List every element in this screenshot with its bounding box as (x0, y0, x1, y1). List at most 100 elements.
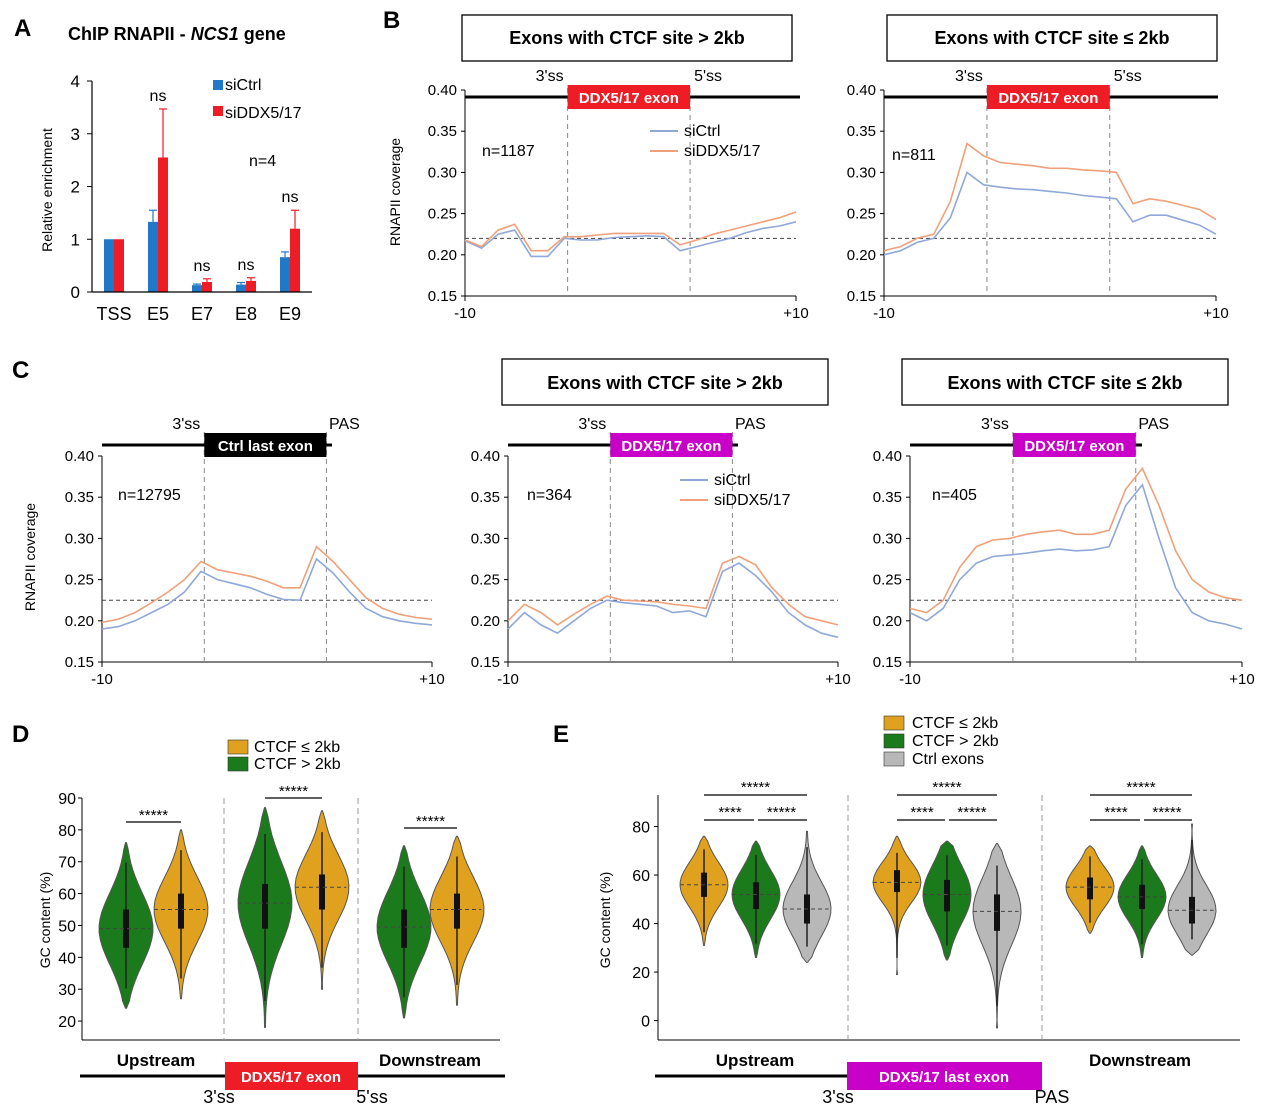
splice-site-3-label: 3'ss (172, 416, 200, 433)
bar-siCtrl-E7 (192, 285, 202, 292)
panel-a-y-tick-label: 2 (71, 178, 80, 197)
significance-label-outer: ***** (932, 779, 961, 796)
panel-c-mid-chart: 0.150.200.250.300.350.40-10 +10DDX5/17 ex… (471, 416, 851, 688)
y-tick-label: 0.40 (471, 448, 500, 465)
x-tick-label: -10 (873, 305, 895, 322)
y-tick-label: 0.25 (428, 206, 457, 223)
bar-siDDX5/17-E7 (202, 282, 212, 292)
panel-a-n-label: n=4 (249, 153, 276, 170)
legend-label-e-ctrl: Ctrl exons (912, 751, 984, 768)
y-tick-label: 20 (58, 1014, 76, 1031)
violin-box (178, 894, 184, 929)
legend-label-sictrl: siCtrl (225, 77, 261, 94)
splice-site-5-label: 5'ss (1114, 68, 1142, 85)
panel-a-x-axis: TSS E5 E7 E8 E9 (92, 292, 312, 324)
legend-swatch-sictrl (213, 80, 223, 90)
panel-b-right-title: Exons with CTCF site ≤ 2kb (935, 28, 1170, 48)
legend-label-e-ctcf-le: CTCF ≤ 2kb (912, 715, 998, 732)
bar-siDDX5/17-E8 (246, 281, 256, 292)
y-tick-label: 60 (632, 868, 650, 885)
y-tick-label: 50 (58, 918, 76, 935)
violin-box (401, 910, 407, 948)
y-tick-label: 20 (632, 965, 650, 982)
y-tick-label: 0.40 (873, 448, 902, 465)
x-tick-label: +10 (1203, 305, 1228, 322)
splice-site-3-label: 3'ss (955, 68, 983, 85)
n-label: n=364 (527, 487, 572, 504)
y-tick-label: 0.15 (847, 288, 876, 305)
panel-a-x-tick-label: E5 (147, 304, 169, 324)
y-tick-label: 0.25 (873, 572, 902, 589)
panel-b: B Exons with CTCF site > 2kb Exons with … (383, 7, 1229, 322)
y-tick-label: 0.35 (471, 489, 500, 506)
n-label: n=405 (932, 487, 977, 504)
legend-label-e-ctcf-gt: CTCF > 2kb (912, 733, 999, 750)
panel-d-category-upstream: Upstream (117, 1051, 195, 1070)
panel-e-3ss-label: 3'ss (822, 1087, 853, 1107)
violin-box (994, 894, 1000, 930)
panel-c-right-title: Exons with CTCF site ≤ 2kb (948, 373, 1183, 393)
y-tick-label: 0.30 (471, 530, 500, 547)
legend-label-siddx: siDDX5/17 (225, 105, 302, 122)
panel-e-ylabel: GC content (%) (597, 872, 613, 968)
bar-siCtrl-E9 (280, 257, 290, 292)
panel-d-ylabel: GC content (%) (37, 872, 53, 968)
legend-swatch-e-ctcf-gt (884, 734, 904, 748)
panel-d-category-downstream: Downstream (379, 1051, 481, 1070)
panel-a-x-tick-label: E8 (235, 304, 257, 324)
panel-e-pas-label: PAS (1035, 1087, 1070, 1107)
legend-label-sictrl: siCtrl (684, 123, 720, 140)
y-tick-label: 0.30 (65, 530, 94, 547)
significance-label: ***** (139, 807, 168, 824)
legend-swatch-e-ctcf-le (884, 716, 904, 730)
significance-label-right: ***** (957, 804, 986, 821)
y-tick-label: 0.30 (873, 530, 902, 547)
y-tick-label: 0.30 (847, 164, 876, 181)
panel-c: C Exons with CTCF site > 2kb Exons with … (12, 357, 1255, 688)
y-tick-label: 0.15 (428, 288, 457, 305)
panel-e-chart: 020406080********* ************** ********… (632, 779, 1240, 1040)
panel-a-x-tick-label: E7 (191, 304, 213, 324)
panel-label-a: A (14, 15, 31, 42)
y-tick-label: 0.15 (873, 654, 902, 671)
legend-swatch-siddx (213, 106, 223, 116)
series-line-siCtrl (910, 485, 1242, 629)
series-line-siCtrl (465, 222, 796, 257)
panel-label-b: B (383, 7, 400, 34)
panel-b-right-chart: 0.15 0.20 0.25 0.30 0.35 0.40 -10 +10 DDX5/17 ex… (847, 68, 1229, 322)
series-line-siDDX5/17 (508, 557, 838, 625)
panel-a-y-tick-label: 0 (71, 283, 80, 302)
series-line-siCtrl (884, 172, 1216, 254)
y-tick-label: 80 (632, 820, 650, 837)
splice-site-3-label: 3'ss (981, 416, 1009, 433)
y-tick-label: 0.35 (65, 489, 94, 506)
x-tick-label: +10 (825, 671, 850, 688)
splice-site-5-label: PAS (329, 416, 360, 433)
y-tick-label: 70 (58, 855, 76, 872)
violin-box (894, 870, 900, 892)
bar-siCtrl-E8 (236, 285, 246, 292)
panel-b-left-chart: 0.150.200.250.300.350.40-10 +10DDX5/17 ex… (428, 68, 809, 322)
panel-a-y-axis: 0 1 2 3 4 (71, 72, 92, 302)
y-tick-label: 40 (58, 950, 76, 967)
series-line-siCtrl (102, 559, 432, 629)
y-tick-label: 0 (641, 1014, 650, 1031)
panel-a-y-tick-label: 1 (71, 230, 80, 249)
significance-label: ***** (416, 813, 445, 830)
panel-a-y-tick-label: 3 (71, 125, 80, 144)
panel-d-5ss-label: 5'ss (356, 1087, 387, 1107)
panel-a-sig-label: ns (150, 88, 167, 105)
panel-a-y-tick-label: 4 (71, 72, 80, 91)
bar-siCtrl-E5 (148, 222, 158, 292)
panel-e-exon-label: DDX5/17 last exon (879, 1069, 1009, 1086)
panel-d-chart: 20 30 40 50 60 70 80 90 ***** ***** ***** (58, 783, 500, 1040)
y-tick-label: 90 (58, 791, 76, 808)
panel-label-c: C (12, 357, 29, 384)
y-tick-label: 80 (58, 823, 76, 840)
splice-site-3-label: 3'ss (536, 68, 564, 85)
violin-box (1087, 877, 1093, 899)
splice-site-5-label: PAS (1138, 416, 1169, 433)
panel-d: D CTCF ≤ 2kb CTCF > 2kb GC content (%) 2… (12, 721, 505, 1107)
bar-siDDX5/17-TSS (114, 239, 124, 292)
